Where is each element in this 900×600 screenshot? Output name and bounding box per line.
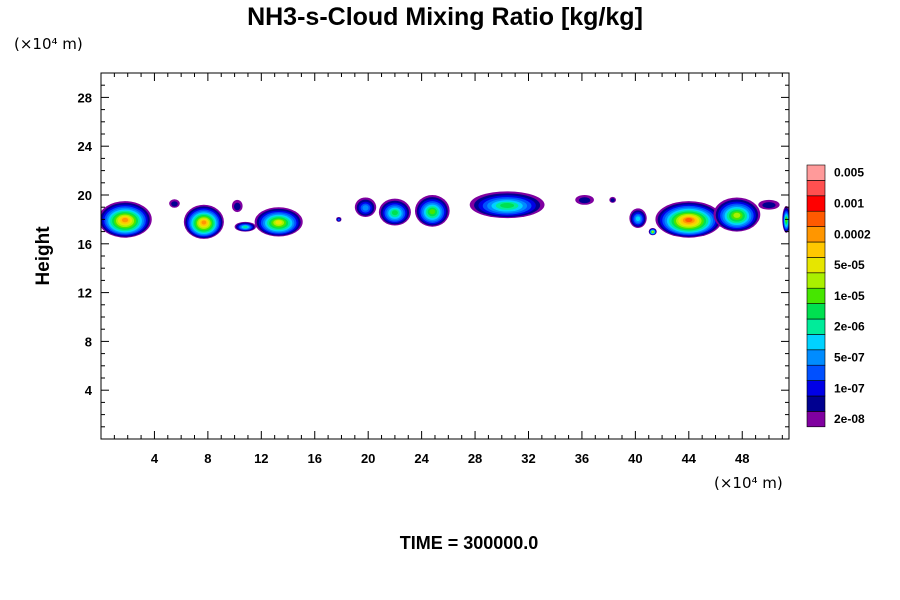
x-tick-label: 8 [204, 451, 211, 466]
colorbar-swatch [806, 303, 826, 320]
y-tick-label: 28 [78, 90, 92, 105]
cloud-cell [254, 207, 303, 237]
cloud-contour-level [337, 218, 340, 221]
cloud-contour-level [733, 212, 741, 218]
x-tick-label: 28 [468, 451, 482, 466]
colorbar-swatch [806, 364, 826, 381]
colorbar-label: 0.0002 [834, 227, 871, 241]
cloud-contour-level [610, 198, 615, 203]
cloud-contour-level [635, 216, 641, 222]
y-axis-unit: (×10⁴ m) [14, 35, 83, 53]
cloud-cell [655, 201, 723, 238]
chart-title: NH3-s-Cloud Mixing Ratio [kg/kg] [247, 3, 643, 31]
cloud-contour-level [651, 230, 654, 233]
cloud-contour-level [275, 220, 282, 225]
cloud-contour-level [121, 217, 129, 223]
cloud-contour-level [429, 208, 436, 215]
colorbar-label: 2e-08 [834, 412, 865, 426]
cloud-cell [609, 196, 616, 203]
time-label: TIME = 300000.0 [400, 533, 539, 553]
cloud-contour-level [391, 210, 398, 216]
colorbar-swatch [806, 272, 826, 289]
x-tick-label: 12 [254, 451, 268, 466]
cloud-contour-level [685, 218, 693, 223]
x-axis: 4 8 12 16 20 24 28 32 36 40 44 48 [113, 73, 783, 466]
cloud-contour-level [243, 225, 248, 229]
colorbar-swatch [806, 349, 826, 366]
x-tick-label: 16 [308, 451, 322, 466]
colorbar-label: 1e-07 [834, 381, 865, 395]
cloud-cell [183, 204, 224, 239]
cloud-cell [414, 195, 450, 227]
colorbar-swatch [806, 180, 826, 197]
cloud-cell [758, 199, 780, 210]
cloud-cell [629, 208, 647, 228]
colorbar-swatch [806, 334, 826, 351]
colorbar-label: 1e-05 [834, 289, 865, 303]
colorbar-swatch [806, 287, 826, 304]
x-tick-label: 44 [682, 451, 697, 466]
y-tick-label: 4 [85, 383, 93, 398]
colorbar-swatch [806, 395, 826, 412]
y-tick-label: 16 [78, 237, 92, 252]
colorbar: 2e-08 1e-07 5e-07 2e-06 1e-05 5e-05 0.0002 0.00… [806, 164, 871, 428]
colorbar-swatch [806, 318, 826, 335]
cloud-cell [648, 227, 657, 236]
cloud-cell [101, 201, 152, 238]
x-tick-label: 32 [521, 451, 535, 466]
x-tick-label: 40 [628, 451, 642, 466]
cloud-contour-level [500, 202, 515, 208]
colorbar-label: 2e-06 [834, 320, 865, 334]
cloud-contour-level [201, 220, 207, 225]
cloud-cell [234, 221, 256, 232]
cloud-contour-level [171, 201, 178, 207]
plot-frame [100, 72, 790, 440]
y-axis: 4 8 12 16 20 24 28 [78, 84, 789, 428]
cloud-cell [336, 216, 342, 222]
y-tick-label: 12 [78, 286, 92, 301]
colorbar-swatch [806, 226, 826, 243]
cloud-cell [231, 199, 243, 213]
cloud-cell [469, 191, 545, 219]
colorbar-swatch [806, 380, 826, 397]
colorbar-label: 0.005 [834, 166, 864, 180]
colorbar-swatch [806, 164, 826, 181]
cloud-cell [354, 197, 377, 217]
x-tick-label: 36 [575, 451, 589, 466]
x-axis-unit: (×10⁴ m) [714, 474, 783, 492]
colorbar-label: 5e-05 [834, 258, 865, 272]
x-tick-label: 24 [414, 451, 429, 466]
cloud-contour-level [578, 197, 591, 204]
x-tick-label: 20 [361, 451, 375, 466]
cloud-cell [575, 195, 594, 205]
colorbar-swatch [806, 210, 826, 227]
cloud-cell [378, 198, 411, 226]
colorbar-label: 5e-07 [834, 351, 865, 365]
y-tick-label: 8 [85, 334, 92, 349]
colorbar-swatch [806, 257, 826, 274]
y-tick-label: 20 [78, 188, 92, 203]
cloud-cell [169, 199, 180, 208]
x-tick-label: 48 [735, 451, 749, 466]
cloud-contour-level [233, 202, 241, 211]
y-axis-label: Height [33, 226, 54, 286]
colorbar-swatch [806, 411, 826, 428]
cloud-contour-level [362, 205, 369, 211]
colorbar-label: 0.001 [834, 197, 864, 211]
cloud-contour-level [785, 217, 788, 223]
colorbar-swatch [806, 195, 826, 212]
cloud-contour-level [762, 202, 776, 209]
y-tick-label: 24 [78, 139, 93, 154]
cloud-field [101, 191, 789, 239]
colorbar-swatch [806, 241, 826, 258]
cloud-cell [713, 197, 761, 232]
x-tick-label: 4 [151, 451, 159, 466]
